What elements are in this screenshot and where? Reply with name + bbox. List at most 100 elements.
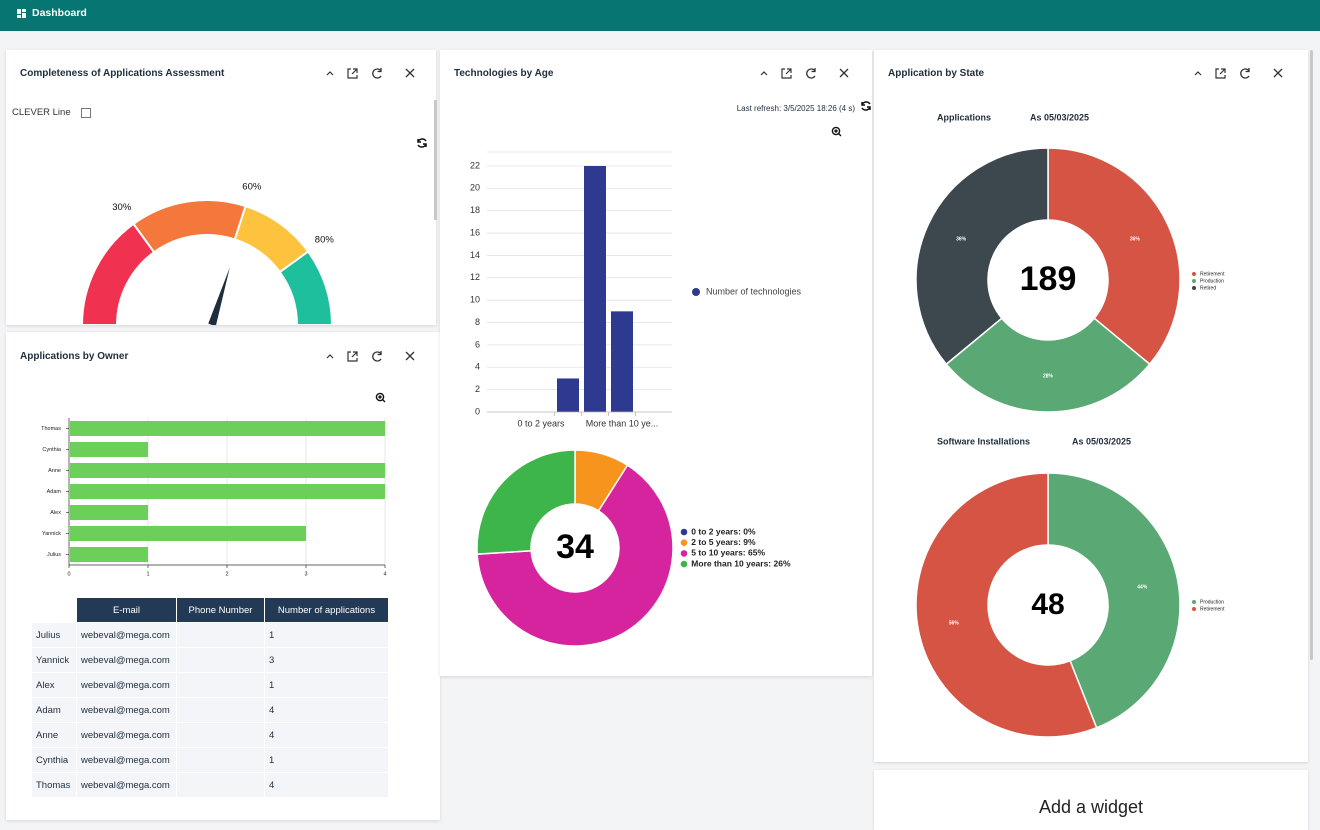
- zoom-button[interactable]: [375, 392, 385, 402]
- bar: [70, 547, 148, 562]
- column-header[interactable]: Phone Number: [176, 598, 265, 623]
- open-button[interactable]: [1215, 68, 1226, 79]
- legend-marker: [1192, 279, 1196, 283]
- donut-slice[interactable]: [476, 464, 674, 647]
- phone: [176, 697, 265, 723]
- refresh-button[interactable]: [806, 68, 816, 79]
- legend-label[interactable]: Production: [1200, 599, 1224, 605]
- y-tick-label: Adam: [47, 489, 62, 495]
- add-widget-label[interactable]: Add a widget: [1038, 797, 1144, 817]
- y-tick-label: 20: [470, 183, 480, 193]
- legend-marker: [680, 539, 688, 546]
- legend-marker: [692, 288, 700, 296]
- refresh-button[interactable]: [372, 351, 382, 362]
- widget-completeness: 30% 60% 80%: [6, 50, 436, 325]
- collapse-button[interactable]: [1194, 71, 1202, 76]
- donut-slice[interactable]: [1047, 472, 1181, 729]
- y-tick-label: 10: [470, 295, 480, 305]
- widget-canvas: 0 2 4 6 8 10 12 14 16 18 20 22 0 to 2 years More than…: [470, 68, 871, 647]
- y-tick-label: Thomas: [41, 426, 61, 432]
- phone: [176, 772, 265, 797]
- zoom-button[interactable]: [834, 129, 842, 137]
- data-label: 36%: [956, 236, 967, 242]
- bar: [70, 421, 385, 436]
- widget-canvas: 30% 60% 80%: [80, 68, 427, 325]
- column-header[interactable]: Number of applications: [264, 598, 389, 623]
- refresh-button[interactable]: [861, 101, 871, 111]
- widget-state: 36% Retirement 28% Production 36% Retired 189 A…: [874, 50, 1308, 762]
- owner-name: Julius: [32, 622, 77, 648]
- widget-title: Completeness of Applications Assessment: [20, 68, 225, 79]
- y-tick-label: 16: [470, 227, 480, 237]
- donut-total: 34: [556, 528, 594, 566]
- table-header: E-mail Phone Number Number of applications: [32, 598, 389, 623]
- legend-label[interactable]: Retirement: [1200, 606, 1225, 612]
- legend-marker: [680, 550, 688, 557]
- close-button[interactable]: [405, 68, 415, 78]
- close-button[interactable]: [839, 68, 849, 78]
- filter-checkbox[interactable]: [81, 108, 91, 118]
- data-label: 36%: [1130, 236, 1141, 242]
- owner-name: Cynthia: [32, 747, 77, 773]
- x-tick-label: 1: [146, 571, 149, 577]
- zoom-button[interactable]: [378, 395, 386, 403]
- table-row: Thomas webeval@mega.com 4: [32, 772, 389, 797]
- widget-technologies: 0 2 4 6 8 10 12 14 16 18 20 22 0 to 2 years More than…: [440, 50, 872, 676]
- refresh-button[interactable]: [372, 68, 382, 79]
- dashboard-icon: [17, 9, 26, 18]
- legend-label[interactable]: Number of technologies: [706, 286, 802, 296]
- app-count: 1: [264, 622, 389, 648]
- close-button[interactable]: [405, 351, 415, 361]
- gauge-tick-label: 80%: [315, 234, 335, 245]
- widget-title: Technologies by Age: [454, 68, 554, 79]
- app-count: 4: [264, 722, 389, 748]
- owner-name: Adam: [32, 697, 77, 723]
- refresh-button[interactable]: [1240, 68, 1250, 79]
- donut-slice[interactable]: [915, 147, 1049, 366]
- owner-name: Thomas: [32, 772, 77, 797]
- open-button[interactable]: [781, 68, 792, 79]
- legend-label[interactable]: Retired: [1200, 285, 1216, 291]
- email: webeval@mega.com: [76, 722, 177, 748]
- legend-label[interactable]: 5 to 10 years: 65%: [691, 548, 765, 558]
- widget-title: Application by State: [888, 68, 985, 79]
- page-scrollbar[interactable]: [1310, 50, 1313, 660]
- open-button[interactable]: [347, 351, 358, 362]
- open-button[interactable]: [347, 68, 358, 79]
- legend-label[interactable]: 0 to 2 years: 0%: [691, 526, 756, 536]
- collapse-button[interactable]: [760, 71, 768, 76]
- page-title[interactable]: Dashboard: [32, 7, 87, 19]
- collapse-button[interactable]: [326, 71, 334, 76]
- collapse-button[interactable]: [326, 354, 334, 359]
- legend-label[interactable]: 2 to 5 years: 9%: [691, 537, 756, 547]
- donut-slice[interactable]: [945, 317, 1151, 413]
- blank-header: [32, 598, 77, 623]
- y-tick-label: 4: [475, 362, 480, 372]
- x-tick-label: 2: [225, 571, 228, 577]
- bar: [584, 165, 606, 412]
- legend-label[interactable]: More than 10 years: 26%: [691, 558, 791, 568]
- zoom-button[interactable]: [831, 126, 841, 136]
- legend-marker: [680, 528, 688, 536]
- chart-date: As 05/03/2025: [1072, 436, 1131, 446]
- donut-slice[interactable]: [1047, 147, 1181, 366]
- phone: [176, 672, 265, 698]
- refresh-button[interactable]: [417, 138, 427, 148]
- legend-label[interactable]: Production: [1200, 278, 1224, 284]
- phone: [176, 722, 265, 748]
- close-button[interactable]: [1273, 68, 1283, 78]
- phone: [176, 647, 265, 673]
- legend-label[interactable]: Retirement: [1200, 271, 1225, 277]
- donut-slice[interactable]: [915, 472, 1098, 738]
- last-refresh: Last refresh: 3/5/2025 18:26 (4 s): [736, 104, 855, 113]
- table-row: Yannick webeval@mega.com 3: [32, 647, 389, 673]
- add-widget[interactable]: [874, 770, 1308, 830]
- column-header[interactable]: E-mail: [76, 598, 177, 623]
- widget-canvas: 0 1 2 3 4 Thomas Cynthia Anne Adam Alex Yannick Jul…: [41, 351, 415, 577]
- widget-scrollbar[interactable]: [434, 100, 437, 220]
- phone: [176, 747, 265, 773]
- donut-slice[interactable]: [476, 449, 576, 555]
- y-tick-label: 14: [470, 250, 480, 260]
- bar: [70, 505, 148, 520]
- data-label: 28%: [1043, 373, 1054, 379]
